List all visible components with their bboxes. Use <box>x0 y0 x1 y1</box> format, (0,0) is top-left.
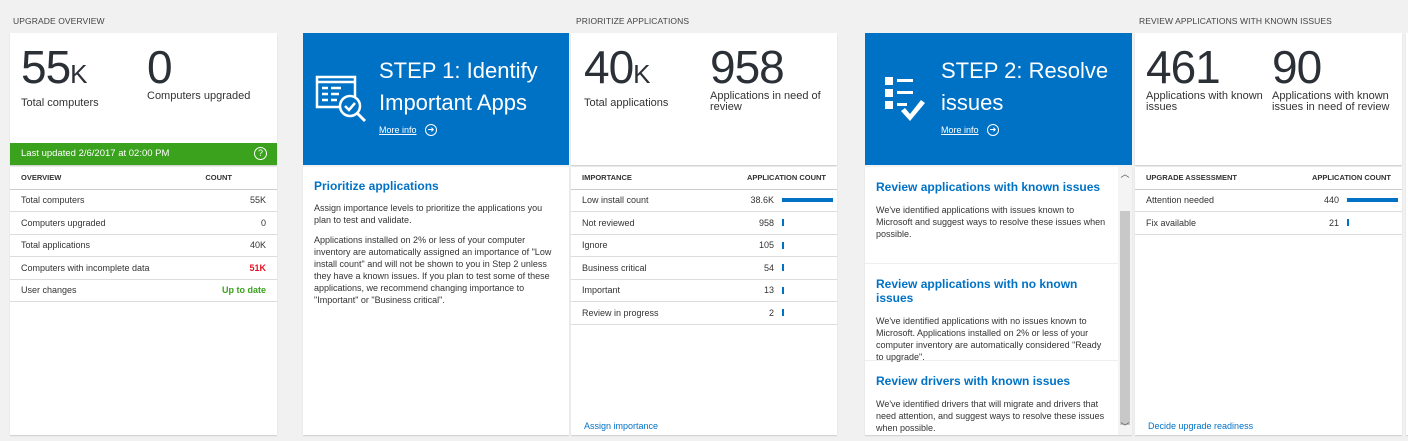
item-text: We've identified applications with issue… <box>876 205 1106 239</box>
item-heading[interactable]: Review applications with known issues <box>876 180 1101 194</box>
count-bar <box>782 309 784 317</box>
row-value: 38.6K <box>718 189 778 212</box>
last-updated-bar: Last updated 2/6/2017 at 02:00 PM? <box>10 143 277 165</box>
row-label: Total computers <box>10 189 183 212</box>
row-value: 13 <box>718 279 778 302</box>
row-value: 51K <box>182 256 277 280</box>
chevron-up-icon[interactable]: ︿ <box>1120 169 1130 179</box>
table-row[interactable]: Total computers 55K <box>10 189 277 212</box>
stat-apps-known-issues: 461 Applications with known issues <box>1146 41 1263 113</box>
table-row[interactable]: Fix available 21 <box>1135 211 1402 235</box>
decide-upgrade-readiness-link[interactable]: Decide upgrade readiness <box>1148 421 1254 431</box>
row-value: 2 <box>718 301 778 325</box>
list-item[interactable]: Review applications with no known issues… <box>865 264 1118 362</box>
arrow-right-circle-icon[interactable]: ➜ <box>987 124 999 136</box>
app-list-search-check-icon <box>315 75 367 123</box>
count-bar <box>782 241 784 249</box>
row-label: Computers upgraded <box>10 211 183 235</box>
row-value: 958 <box>718 211 778 235</box>
row-value: 105 <box>718 234 778 257</box>
table-row[interactable]: Computers with incomplete data 51K <box>10 256 277 280</box>
stat-total-applications: 40K Total applications <box>584 41 669 109</box>
prioritize-heading[interactable]: Prioritize applications <box>314 179 439 193</box>
row-label: Business critical <box>571 256 718 280</box>
importance-table-card: IMPORTANCE APPLICATION COUNT Low install c… <box>571 167 837 435</box>
row-value: 55K <box>182 189 277 212</box>
table-row[interactable]: Total applications 40K <box>10 234 277 257</box>
checklist-icon <box>885 77 925 121</box>
row-value: Up to date <box>182 279 277 302</box>
row-label: Not reviewed <box>571 211 718 235</box>
item-text: We've identified applications with no is… <box>876 316 1102 362</box>
stat-apps-need-review: 958 Applications in need of review <box>710 41 821 113</box>
row-label: Review in progress <box>571 301 718 325</box>
step2-tile[interactable]: STEP 2: Resolve issues More info ➜ <box>865 33 1132 165</box>
item-heading[interactable]: Review drivers with known issues <box>876 374 1071 388</box>
importance-table: IMPORTANCE APPLICATION COUNT Low install c… <box>571 167 837 325</box>
scrollbar-thumb[interactable] <box>1120 211 1130 425</box>
count-bar <box>1347 219 1350 227</box>
row-label: Computers with incomplete data <box>10 256 183 280</box>
row-value: 54 <box>718 256 778 280</box>
step2-more-info-link[interactable]: More info <box>941 125 979 135</box>
overview-tile[interactable]: 55K Total computers 0 Computers upgraded L… <box>10 33 277 165</box>
next-tile-partial <box>1406 33 1408 435</box>
list-item[interactable]: Review applications with known issues We'… <box>865 167 1118 264</box>
row-value: 21 <box>1283 211 1343 235</box>
count-bar <box>782 219 784 227</box>
row-label: Fix available <box>1135 211 1283 235</box>
item-text: We've identified drivers that will migra… <box>876 399 1105 433</box>
row-value: 0 <box>182 211 277 235</box>
table-row[interactable]: Attention needed 440 <box>1135 189 1402 212</box>
chevron-down-icon[interactable]: ﹀ <box>1120 422 1130 432</box>
table-row[interactable]: Not reviewed 958 <box>571 211 837 235</box>
scrollbar[interactable]: ︿ ﹀ <box>1118 167 1132 435</box>
table-row[interactable]: Business critical 54 <box>571 256 837 280</box>
count-bar <box>1347 198 1398 203</box>
table-row[interactable]: Computers upgraded 0 <box>10 211 277 235</box>
assessment-table-card: UPGRADE ASSESSMENT APPLICATION COUNT Atten… <box>1135 167 1402 435</box>
table-row[interactable]: Low install count 38.6K <box>571 189 837 212</box>
overview-table-card: OVERVIEW COUNT Total computers 55K Computers… <box>10 167 277 435</box>
row-label: Important <box>571 279 718 302</box>
item-heading[interactable]: Review applications with no known issues <box>876 277 1078 305</box>
stat-total-computers: 55K Total computers <box>21 41 99 109</box>
table-row[interactable]: User changes Up to date <box>10 279 277 302</box>
count-bar <box>782 198 833 203</box>
step1-more-info-link[interactable]: More info <box>379 125 417 135</box>
list-item[interactable]: Review drivers with known issues We've id… <box>865 361 1118 435</box>
count-bar <box>782 264 784 272</box>
stat-known-issues-need-review: 90 Applications with known issues in need… <box>1272 41 1390 113</box>
section-title-upgrade-overview: UPGRADE OVERVIEW <box>13 16 105 26</box>
row-label: Ignore <box>571 234 718 257</box>
row-label: Total applications <box>10 234 183 257</box>
step1-title: STEP 1: Identify Important Apps <box>379 58 538 115</box>
row-value: 40K <box>182 234 277 257</box>
row-value: 440 <box>1283 189 1343 212</box>
table-row[interactable]: Ignore 105 <box>571 234 837 257</box>
count-bar <box>782 286 784 294</box>
known-issues-tile[interactable]: 461 Applications with known issues 90 Appl… <box>1135 33 1402 165</box>
arrow-right-circle-icon[interactable]: ➜ <box>425 124 437 136</box>
assessment-table: UPGRADE ASSESSMENT APPLICATION COUNT Atten… <box>1135 167 1402 235</box>
section-title-prioritize: PRIORITIZE APPLICATIONS <box>576 16 690 26</box>
step2-list: Review applications with known issues We'… <box>865 167 1132 435</box>
row-label: User changes <box>10 279 183 302</box>
assign-importance-link[interactable]: Assign importance <box>584 421 659 431</box>
step2-title: STEP 2: Resolve issues <box>941 58 1109 115</box>
stat-computers-upgraded: 0 Computers upgraded <box>147 41 251 102</box>
row-label: Attention needed <box>1135 189 1283 212</box>
table-row[interactable]: Review in progress 2 <box>571 301 837 325</box>
section-title-known-issues: REVIEW APPLICATIONS WITH KNOWN ISSUES <box>1139 16 1332 26</box>
row-label: Low install count <box>571 189 718 212</box>
prioritize-tile[interactable]: 40K Total applications 958 Applications in… <box>571 33 837 165</box>
help-icon[interactable]: ? <box>254 147 267 160</box>
step1-description: Prioritize applications Assign importance… <box>303 167 569 435</box>
table-row[interactable]: Important 13 <box>571 279 837 302</box>
step1-tile[interactable]: STEP 1: Identify Important Apps More inf… <box>303 33 569 165</box>
overview-table: OVERVIEW COUNT Total computers 55K Computers… <box>10 167 277 302</box>
